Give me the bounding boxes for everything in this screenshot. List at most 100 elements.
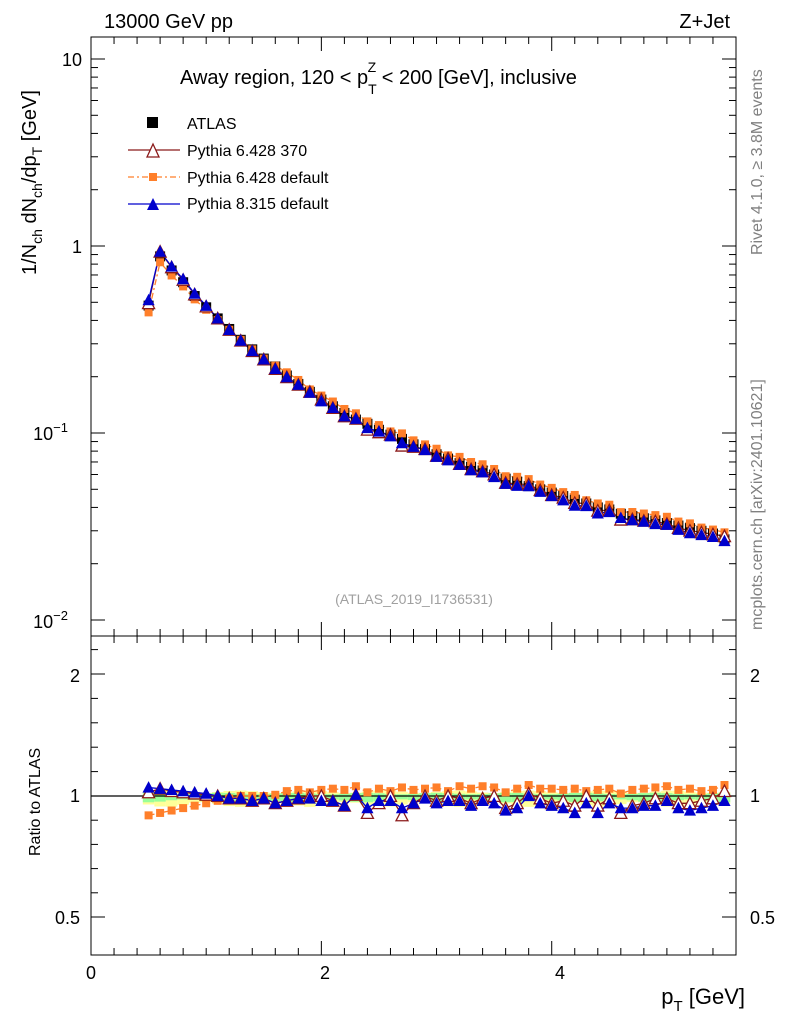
ratio-point-py8	[418, 792, 432, 804]
ratio-point-py8	[246, 794, 259, 806]
ratio-point-py8	[211, 789, 224, 802]
main-point-py8	[154, 245, 167, 257]
ratio-point-py8	[257, 792, 270, 804]
ratio-band-green	[154, 793, 166, 802]
main-point-py8	[545, 489, 558, 502]
ratio-point-py6-default	[282, 787, 291, 796]
ratio-point-py8	[142, 781, 155, 793]
main-point-py8	[441, 453, 455, 466]
ratio-ytick-right-2: 2	[750, 666, 760, 686]
ratio-point-py8	[430, 796, 443, 809]
main-point-py8	[361, 421, 374, 434]
main-point-py8	[614, 511, 627, 524]
ratio-point-py6-default	[467, 784, 476, 793]
rivet-version-text: Rivet 4.1.0, ≥ 3.8M events	[749, 69, 766, 255]
main-point-py8	[315, 394, 328, 407]
main-point-py8	[488, 470, 501, 483]
legend-label-py6-370: Pythia 6.428 370	[187, 143, 307, 160]
ratio-point-py8	[349, 788, 362, 800]
ratio-point-py6-370	[394, 807, 410, 822]
ratio-point-py8	[234, 792, 247, 804]
main-point-py8	[200, 299, 213, 311]
ratio-point-py8	[718, 794, 731, 806]
main-point-py6-default	[397, 429, 406, 438]
main-plot	[90, 36, 737, 637]
x-axis-label: pT [GeV]	[661, 984, 745, 1015]
main-point-py8	[557, 493, 570, 506]
main-point-py8	[511, 479, 524, 491]
ratio-point-py6-default	[662, 782, 671, 791]
main-point-py8	[211, 312, 224, 324]
main-point-py6-default	[570, 490, 579, 499]
ratio-point-py6-default	[271, 790, 280, 799]
main-point-py6-default	[167, 271, 176, 280]
main-point-py8	[706, 530, 720, 542]
main-line-py8	[147, 250, 725, 542]
ratio-point-py6-default	[513, 784, 522, 793]
ratio-point-py8	[545, 799, 558, 811]
ratio-point-py8	[511, 801, 524, 814]
ratio-point-py6-default	[547, 784, 556, 793]
main-point-py8	[165, 260, 178, 272]
ratio-point-py6-default	[144, 811, 153, 820]
ratio-point-py8	[603, 796, 616, 809]
main-point-py8	[465, 463, 478, 476]
ratio-point-py6-default	[570, 784, 579, 793]
main-point-py8	[430, 450, 443, 462]
ratio-point-py6-default	[639, 784, 648, 793]
ratio-point-py6-default	[593, 785, 602, 794]
ratio-point-py8	[591, 806, 604, 819]
ratio-point-py8	[499, 804, 512, 816]
ratio-point-py8	[660, 794, 673, 806]
legend-label-py6-default: Pythia 6.428 default	[187, 170, 329, 187]
ratio-point-py6-default	[397, 783, 406, 792]
main-point-py6-default	[363, 417, 372, 426]
main-line-py6-default	[147, 260, 725, 533]
ratio-point-py8	[706, 799, 720, 811]
main-point-py8	[292, 378, 305, 390]
main-point-py8	[649, 517, 662, 530]
main-point-py6-default	[144, 308, 153, 317]
ratio-point-py8	[476, 794, 489, 806]
main-point-py8	[695, 528, 708, 541]
main-point-py8	[349, 412, 362, 424]
ratio-point-py6-default	[328, 784, 337, 793]
ratio-point-py8	[372, 794, 386, 806]
ratio-point-py8	[338, 799, 351, 811]
ratio-band-green	[592, 793, 604, 802]
ratio-ytick-left-0.5: 0.5	[55, 908, 80, 928]
main-point-py8	[534, 485, 547, 497]
ratio-point-py8	[326, 794, 339, 806]
ratio-ytick-left-1: 1	[70, 786, 80, 806]
ratio-point-py6-default	[455, 782, 464, 791]
ratio-band-green	[361, 792, 374, 803]
ratio-point-py8	[637, 799, 650, 811]
ratio-band-green	[396, 794, 408, 800]
ratio-point-py8	[292, 792, 305, 804]
legend-label-atlas: ATLAS	[187, 116, 237, 133]
ratio-point-py6-default	[478, 782, 487, 791]
ratio-point-py6-default	[651, 783, 660, 792]
ratio-point-py8	[534, 796, 547, 809]
main-data-markers	[141, 244, 732, 547]
main-point-py8	[476, 465, 489, 478]
ratio-point-py6-default	[374, 784, 383, 793]
main-point-py8	[568, 499, 581, 511]
main-point-py8	[718, 534, 731, 547]
legend-marker-atlas	[147, 117, 158, 128]
ratio-point-py8	[568, 806, 581, 819]
ratio-point-py6-default	[674, 785, 683, 794]
header-left: 13000 GeV pp	[104, 11, 233, 33]
ratio-band-green	[338, 793, 351, 801]
main-point-py8	[246, 344, 259, 357]
ratio-band-green	[499, 792, 512, 803]
ratio-point-py6-default	[409, 785, 418, 794]
analysis-id-watermark: (ATLAS_2019_I1736531)	[335, 591, 493, 607]
ratio-point-py8	[453, 794, 466, 806]
mcplots-text: mcplots.cern.ch [arXiv:2401.10621]	[749, 379, 766, 630]
ratio-point-py6-default	[432, 783, 441, 792]
ratio-point-py8	[223, 792, 236, 804]
main-point-py8	[591, 506, 604, 519]
main-point-py8	[637, 515, 650, 527]
